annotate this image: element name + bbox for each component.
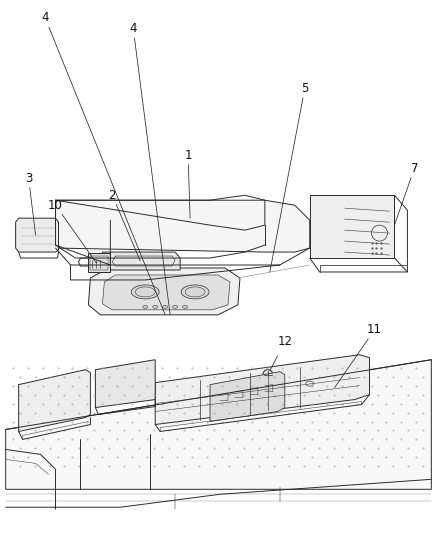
Polygon shape xyxy=(16,218,59,252)
Text: 4: 4 xyxy=(130,22,170,315)
Polygon shape xyxy=(95,360,155,408)
Polygon shape xyxy=(210,372,285,422)
Polygon shape xyxy=(19,370,90,432)
Polygon shape xyxy=(88,253,110,272)
Circle shape xyxy=(263,370,273,379)
Polygon shape xyxy=(102,252,180,270)
Polygon shape xyxy=(56,200,310,252)
Text: 7: 7 xyxy=(395,162,418,225)
Ellipse shape xyxy=(181,285,209,299)
Ellipse shape xyxy=(143,305,148,309)
Text: 3: 3 xyxy=(25,172,35,235)
Polygon shape xyxy=(102,275,230,310)
Polygon shape xyxy=(155,355,370,424)
Text: 1: 1 xyxy=(184,149,192,218)
Text: 11: 11 xyxy=(335,324,382,387)
Text: 10: 10 xyxy=(48,199,96,263)
Polygon shape xyxy=(310,195,395,258)
Text: 5: 5 xyxy=(270,82,308,272)
Text: 2: 2 xyxy=(109,189,140,261)
Ellipse shape xyxy=(173,305,178,309)
Ellipse shape xyxy=(153,305,158,309)
Ellipse shape xyxy=(162,305,168,309)
Polygon shape xyxy=(6,360,431,489)
Polygon shape xyxy=(88,268,240,315)
Ellipse shape xyxy=(131,285,159,299)
Text: 12: 12 xyxy=(270,335,292,370)
Ellipse shape xyxy=(183,305,187,309)
Text: 4: 4 xyxy=(42,11,165,315)
